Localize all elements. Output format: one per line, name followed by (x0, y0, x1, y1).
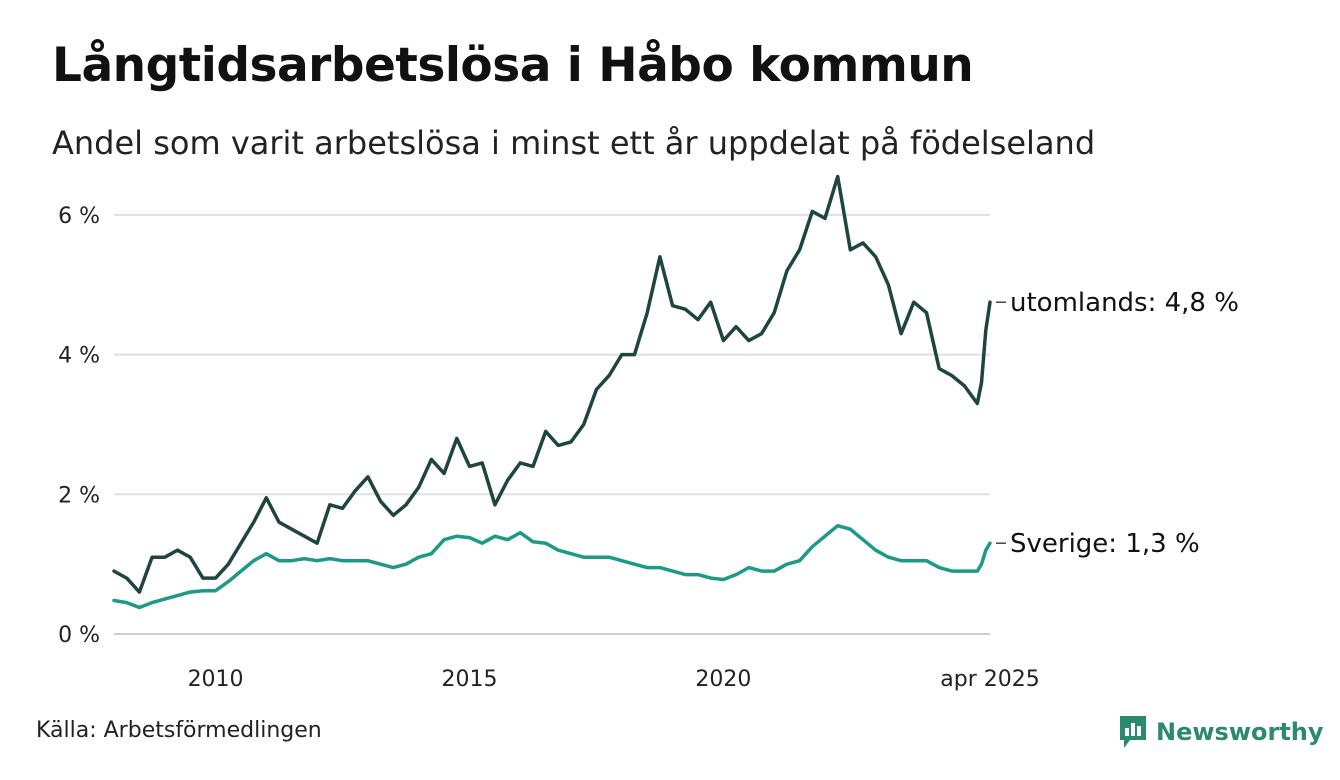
y-tick-label: 0 % (58, 623, 100, 648)
x-tick-label: apr 2025 (940, 667, 1039, 692)
x-tick-label: 2020 (695, 667, 751, 692)
newsworthy-logo-icon (1120, 716, 1146, 748)
grid-lines (114, 213, 990, 635)
end-label-sverige: Sverige: 1,3 % (1010, 529, 1200, 559)
brand-name: Newsworthy (1156, 718, 1324, 746)
end-labels: utomlands: 4,8 % Sverige: 1,3 % (996, 288, 1239, 559)
end-label-utomlands: utomlands: 4,8 % (1010, 288, 1239, 318)
line-chart: 0 % 2 % 4 % 6 % 2010 2015 2020 apr 2025 utomla… (58, 174, 1239, 692)
y-tick-label: 2 % (58, 483, 100, 508)
series-line-sverige (112, 523, 992, 610)
y-tick-label: 6 % (58, 204, 100, 229)
source-note: Källa: Arbetsförmedlingen (36, 718, 322, 743)
x-axis-ticks: 2010 2015 2020 apr 2025 (188, 667, 1040, 692)
x-tick-label: 2010 (188, 667, 244, 692)
y-axis-ticks: 0 % 2 % 4 % 6 % (58, 204, 100, 648)
brand-logo: Newsworthy (1118, 712, 1324, 752)
chart-title: Långtidsarbetslösa i Håbo kommun (52, 38, 974, 93)
series-line-utomlands (112, 174, 992, 594)
chart-subtitle: Andel som varit arbetslösa i minst ett å… (52, 124, 1096, 162)
x-tick-label: 2015 (441, 667, 497, 692)
series-lines (112, 174, 992, 610)
y-tick-label: 4 % (58, 344, 100, 369)
